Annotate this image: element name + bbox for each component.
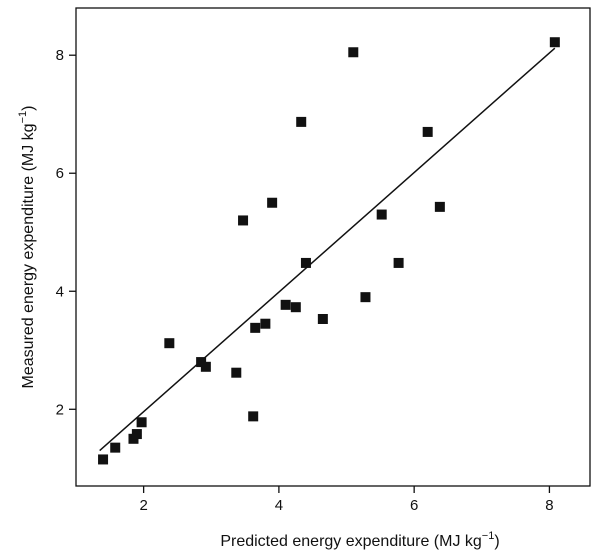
y-tick-label: 2 [56,401,64,418]
data-point [434,201,445,212]
data-point [248,411,259,422]
data-point [317,313,328,324]
data-point [110,442,121,453]
data-point [376,209,387,220]
y-axis-ticks: 2 4 6 8 [56,47,76,418]
data-point [238,215,249,226]
x-tick-label: 6 [410,497,418,514]
data-point [131,429,142,440]
x-tick-label: 4 [275,497,283,514]
data-point [393,257,404,268]
regression-line [99,47,556,452]
x-axis-title: Predicted energy expenditure (MJ kg−1) [220,530,499,550]
x-axis-ticks: 2 4 6 8 [139,486,554,514]
y-axis-title: Measured energy expenditure (MJ kg−1) [17,106,37,389]
data-point [260,318,271,329]
y-tick-label: 4 [56,283,64,300]
data-point [98,454,109,465]
y-tick-label: 8 [56,47,64,64]
data-point [267,197,278,208]
data-point [348,47,359,58]
data-point [290,302,301,313]
data-point [549,37,560,48]
data-point [422,126,433,137]
x-tick-label: 8 [545,497,553,514]
data-point [200,361,211,372]
data-points [98,37,560,465]
data-point [231,367,242,378]
x-tick-label: 2 [139,497,147,514]
plot-frame [75,7,591,487]
data-point [300,257,311,268]
data-point [280,299,291,310]
data-point [250,322,261,333]
data-point [136,417,147,428]
data-point [296,116,307,127]
y-tick-label: 6 [56,165,64,182]
data-point [164,338,175,349]
data-point [360,292,371,303]
